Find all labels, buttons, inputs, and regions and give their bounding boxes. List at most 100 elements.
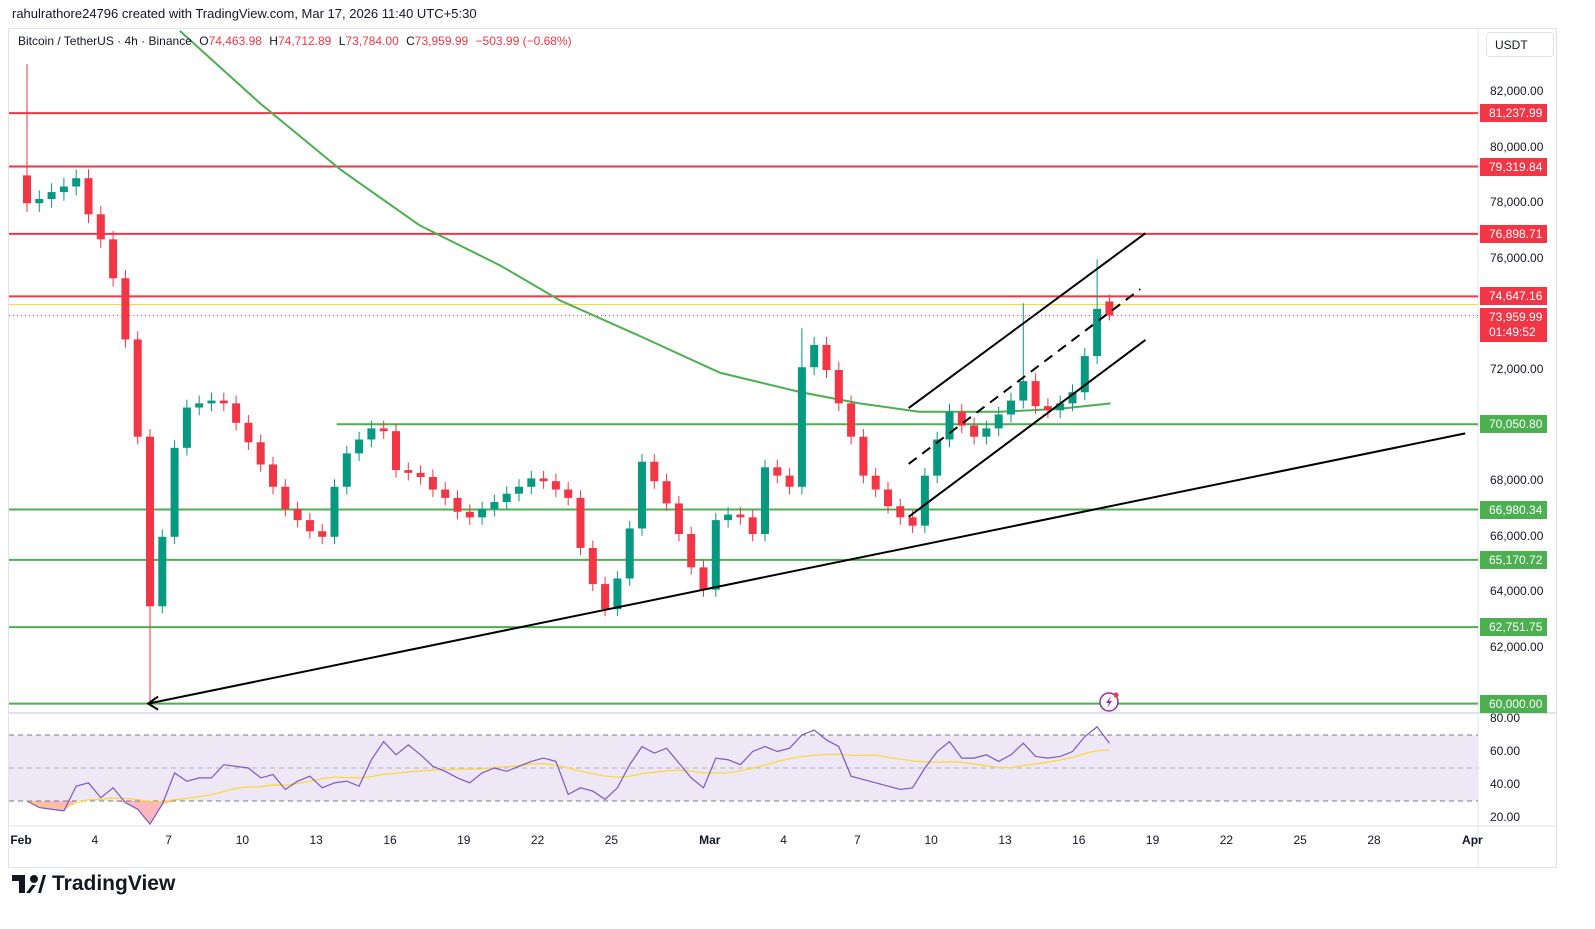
candle-body <box>933 439 942 476</box>
rsi-axis-tick: 20.00 <box>1490 809 1521 824</box>
candle <box>785 468 794 495</box>
rsi-oversold-fill <box>51 801 64 811</box>
candle <box>773 459 782 484</box>
channel-lower-trendline <box>908 339 1147 518</box>
candle-body <box>244 422 253 443</box>
candle <box>182 399 191 456</box>
candle-body <box>711 520 720 590</box>
candle <box>515 479 523 502</box>
candle <box>219 392 228 412</box>
candle-body <box>195 403 204 408</box>
candle-body <box>650 461 659 482</box>
candle-body <box>625 528 634 579</box>
rsi-oversold-fill <box>113 801 126 803</box>
candle <box>428 469 437 498</box>
candle-body <box>834 370 843 404</box>
candle <box>318 523 327 545</box>
candle-body <box>810 344 819 368</box>
rsi-oversold-fill <box>137 801 150 825</box>
candle <box>761 459 769 542</box>
candle-body <box>748 517 757 535</box>
candle <box>638 454 646 536</box>
candle <box>281 479 290 517</box>
candle-body <box>121 278 130 340</box>
time-axis-tick: 19 <box>1145 833 1160 847</box>
attribution-text: rahulrathore24796 created with TradingVi… <box>12 6 477 21</box>
candle-body <box>994 414 1003 429</box>
candle <box>47 183 56 208</box>
candle-body <box>182 407 191 448</box>
candle-body <box>404 470 413 473</box>
candle-body <box>1019 381 1028 401</box>
candle-body <box>219 400 228 404</box>
candle-body <box>674 503 683 535</box>
candle-body <box>1031 381 1040 407</box>
candle <box>109 230 118 287</box>
candle-body <box>527 478 536 487</box>
time-axis-tick: 10 <box>924 833 938 847</box>
candle <box>84 169 93 223</box>
candle <box>859 428 868 484</box>
candle-body <box>84 178 93 215</box>
price-axis-tick: 82,000.00 <box>1490 84 1544 98</box>
candle-body <box>638 461 646 529</box>
time-axis-tick: 16 <box>1072 833 1086 847</box>
time-axis-tick: 22 <box>530 833 545 847</box>
candle-body <box>207 400 216 404</box>
candle-body <box>158 536 167 607</box>
current-price-badge: 73,959.99 01:49:52 <box>1480 307 1547 342</box>
candle <box>35 190 44 212</box>
candle <box>884 482 892 514</box>
candle <box>650 454 659 489</box>
resistance-level-badge: 81,237.99 <box>1480 104 1547 123</box>
candle-body <box>35 199 44 204</box>
candle-body <box>588 547 597 585</box>
time-axis-tick: 19 <box>457 833 471 847</box>
close-key: C <box>406 34 415 48</box>
candle <box>736 507 745 525</box>
time-axis-tick: 25 <box>1293 833 1307 847</box>
candle-body <box>601 584 610 610</box>
candle <box>674 495 683 542</box>
support-level-badge: 62,751.75 <box>1480 618 1547 637</box>
tradingview-logo[interactable]: TradingView <box>12 872 175 896</box>
candle-body <box>392 431 400 471</box>
candle <box>982 420 991 445</box>
time-axis-tick: 16 <box>383 833 397 847</box>
candle <box>207 392 216 412</box>
rsi-line <box>26 725 1110 826</box>
candle <box>576 490 585 556</box>
candle <box>994 406 1003 437</box>
candle <box>293 501 302 528</box>
ascending-support-trendline <box>147 432 1466 705</box>
channel-mid-trendline <box>908 288 1141 465</box>
price-axis-tick: 64,000.00 <box>1490 584 1544 599</box>
candle <box>896 498 905 525</box>
resistance-level-badge: 76,898.71 <box>1480 224 1547 243</box>
candle <box>244 415 253 450</box>
candle <box>256 434 265 473</box>
candle-body <box>318 531 327 537</box>
candle <box>379 420 388 439</box>
symbol-title[interactable]: Bitcoin / TetherUS · 4h · Binance <box>18 34 192 48</box>
candle-body <box>945 411 954 440</box>
time-axis-tick: 7 <box>854 833 861 847</box>
currency-button[interactable]: USDT <box>1486 32 1554 57</box>
candle-body <box>699 567 708 590</box>
candle <box>1093 259 1102 365</box>
time-axis-tick: 13 <box>309 833 323 847</box>
trendline-arrow-icon <box>146 695 159 711</box>
change-value: −503.99 (−0.68%) <box>475 34 572 48</box>
candle <box>146 428 154 702</box>
candle <box>170 440 179 545</box>
candle-body <box>109 239 118 279</box>
high-key: H <box>269 34 278 48</box>
candle-body <box>761 467 769 535</box>
candle-body <box>269 464 277 487</box>
lightning-alert-icon[interactable] <box>1099 692 1119 712</box>
candle <box>1080 348 1089 401</box>
symbol-legend: Bitcoin / TetherUS · 4h · Binance O74,46… <box>18 34 572 48</box>
moving-average-line <box>179 30 1111 413</box>
time-axis-tick: Mar <box>699 833 721 847</box>
